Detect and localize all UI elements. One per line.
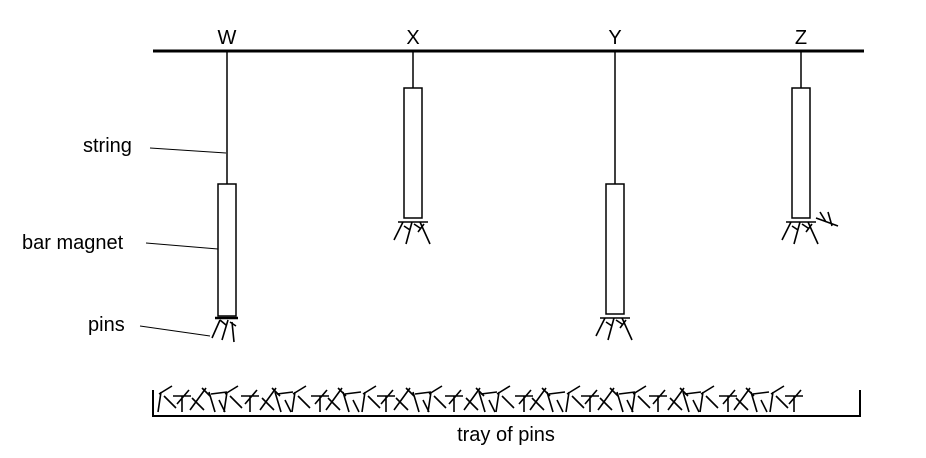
tray-pin [478,391,498,413]
pins-on-magnet-y [595,317,633,341]
tray-pin [173,389,191,412]
tray-pin [565,385,585,413]
tray-pin [291,385,311,413]
string-leader-line [149,147,227,154]
bar-magnet-x [403,87,423,219]
tray-pin [667,387,689,411]
tray-pin [631,385,651,413]
tray-pins [157,385,803,413]
string-label: string [83,135,132,157]
tray-pin [546,391,566,413]
magnet-letter-w: W [218,27,237,49]
tray-pin [361,385,381,413]
tray-pin [325,387,347,411]
tray-pin [649,389,667,412]
tray-pin [581,389,599,412]
tray-label: tray of pins [457,424,555,446]
tray-pin [769,385,789,413]
tray-pin [223,385,243,413]
magnet-letter-x: X [406,27,419,49]
tray-pin [785,389,803,412]
tray [152,390,861,417]
pins-label: pins [88,314,125,336]
tray-pin [189,387,211,411]
tray-pin [699,385,719,413]
pins-on-magnet-z [781,211,839,245]
bar-magnet-y [605,183,625,315]
bar-magnet-leader-line [145,242,219,250]
tray-pin [515,389,533,412]
pins-on-magnet-x [393,221,431,245]
tray-pin [682,391,702,413]
tray-pin [342,391,362,413]
tray-pin [427,385,447,413]
pins-leader-line [139,325,211,337]
tray-pin [750,391,770,413]
tray-pin [495,385,515,413]
tray-pin [274,391,294,413]
tray-pin [733,387,755,411]
tray-pin [393,387,415,411]
magnet-letter-y: Y [608,27,621,49]
tray-pin [241,389,259,412]
tray-pin [377,389,395,412]
tray-pin [529,387,551,411]
tray-pin [311,389,329,412]
tray-pin [259,387,281,411]
magnet-letter-z: Z [795,27,807,49]
tray-pin [463,387,485,411]
bar-magnet-z [791,87,811,219]
tray-pin [445,389,463,412]
bar-magnet-label: bar magnet [22,232,124,254]
pins-on-magnet-w [211,316,238,343]
bar-magnet-w [217,183,237,317]
tray-pin [157,385,177,413]
tray-pin [597,387,619,411]
tray-pin [719,389,737,412]
